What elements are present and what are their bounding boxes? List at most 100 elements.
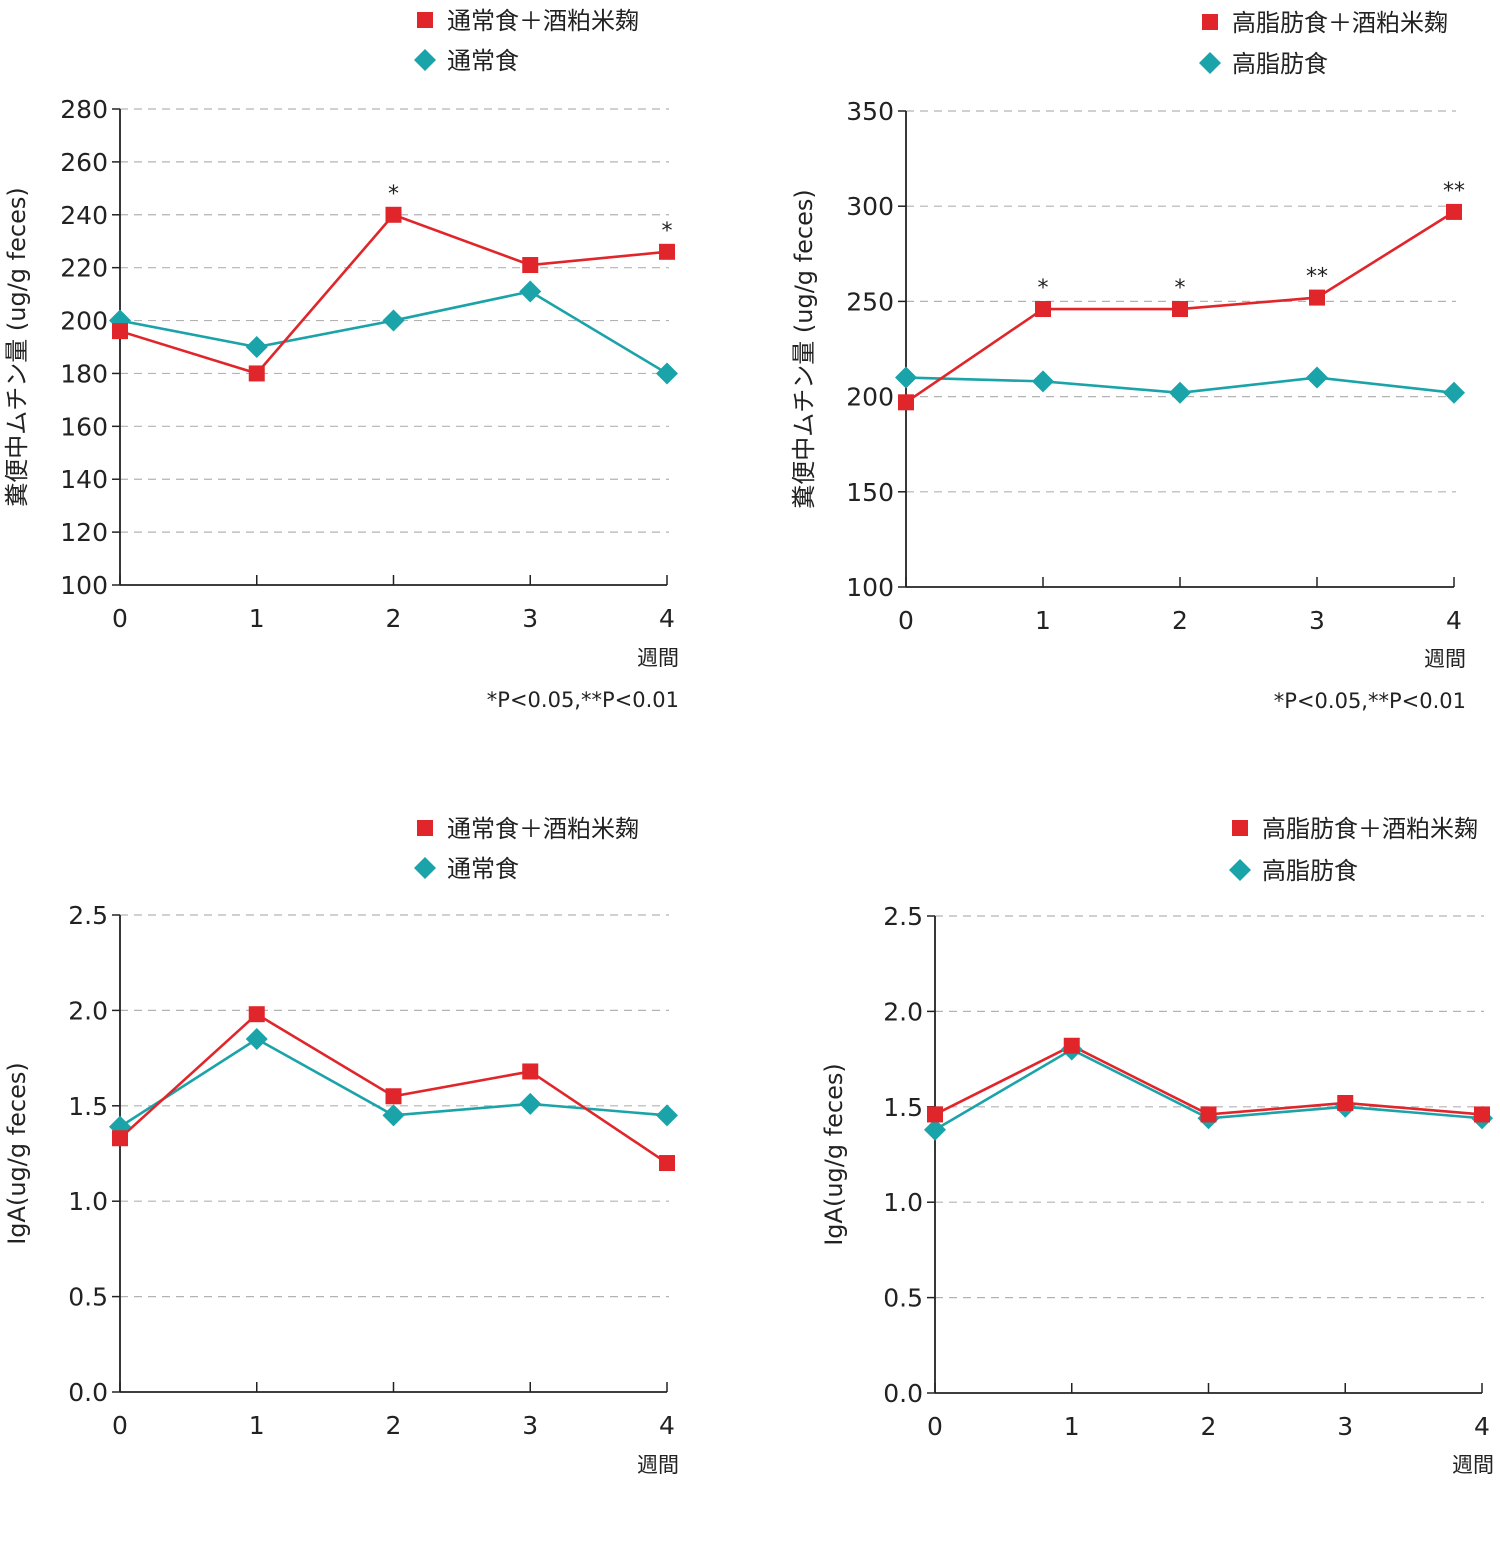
data-point-diamond — [895, 366, 917, 389]
footnote: *P<0.05,**P<0.01 — [487, 688, 679, 712]
x-tick-label: 2 — [1172, 606, 1188, 635]
data-point-square — [1474, 1106, 1490, 1123]
legend-diamond-icon — [1199, 52, 1221, 74]
data-point-diamond — [382, 1104, 405, 1127]
y-tick-label: 2.5 — [68, 901, 108, 930]
legend-diamond-icon — [1229, 859, 1251, 881]
x-axis-label: 週間 — [1452, 1453, 1494, 1477]
x-tick-label: 3 — [522, 1411, 538, 1440]
y-tick-label: 0.0 — [883, 1379, 923, 1408]
y-axis-label: 糞便中ムチン量 (ug/g feces) — [3, 187, 31, 506]
data-point-square — [927, 1106, 943, 1123]
footnote: *P<0.05,**P<0.01 — [1274, 689, 1466, 713]
data-point-square — [1172, 301, 1188, 318]
data-point-square — [1337, 1094, 1354, 1111]
y-tick-label: 100 — [60, 571, 108, 600]
x-tick-label: 0 — [898, 606, 914, 635]
significance-annotation: ** — [1443, 179, 1465, 204]
x-tick-label: 4 — [1474, 1412, 1490, 1441]
data-point-diamond — [924, 1118, 946, 1141]
data-point-square — [1309, 289, 1325, 306]
y-tick-label: 280 — [60, 95, 108, 124]
data-point-square — [385, 1088, 402, 1105]
data-point-square — [1063, 1037, 1080, 1054]
y-tick-label: 300 — [846, 192, 894, 221]
legend-label: 高脂肪食 — [1262, 857, 1358, 885]
significance-annotation: * — [1038, 276, 1049, 301]
x-tick-label: 1 — [1035, 606, 1051, 635]
x-tick-label: 3 — [1309, 606, 1325, 635]
data-point-diamond — [245, 336, 268, 358]
x-tick-label: 1 — [249, 1411, 265, 1440]
y-tick-label: 1.5 — [883, 1093, 923, 1122]
y-tick-label: 0.5 — [883, 1284, 923, 1313]
data-point-diamond — [382, 309, 405, 332]
data-point-square — [522, 1063, 539, 1080]
data-point-square — [1446, 203, 1462, 220]
series-line-1 — [934, 1044, 1483, 1116]
legend-diamond-icon — [414, 49, 436, 71]
x-tick-label: 3 — [1337, 1412, 1353, 1441]
data-point-square — [659, 243, 675, 260]
y-tick-label: 0.0 — [68, 1378, 108, 1407]
series-line-2 — [119, 290, 668, 375]
x-axis-label: 週間 — [1424, 647, 1466, 671]
x-tick-label: 0 — [112, 1411, 128, 1440]
data-point-square — [385, 206, 402, 223]
data-point-square — [1035, 301, 1051, 318]
y-tick-label: 1.0 — [883, 1188, 923, 1217]
series-line-1 — [119, 213, 668, 375]
y-axis-label: IgA(ug/g feces) — [820, 1063, 848, 1246]
x-tick-label: 3 — [522, 604, 538, 633]
y-tick-label: 260 — [60, 148, 108, 177]
y-tick-label: 350 — [846, 97, 894, 126]
x-tick-label: 4 — [659, 604, 675, 633]
legend-label: 高脂肪食＋酒粕米麹 — [1232, 9, 1448, 37]
data-point-diamond — [1032, 370, 1054, 393]
legend-label: 通常食＋酒粕米麹 — [447, 815, 639, 843]
data-point-diamond — [656, 362, 678, 385]
data-point-square — [522, 257, 539, 274]
legend-diamond-icon — [414, 857, 436, 879]
chart-2: 100 150 200 250 300 350 0 1 2 3 4 週間 糞便中ムチン量 (ug/g f… — [790, 9, 1466, 713]
legend-label: 通常食 — [447, 47, 519, 75]
legend-label: 通常食＋酒粕米麹 — [447, 7, 639, 35]
significance-annotation: * — [1175, 276, 1186, 301]
data-point-square — [248, 1006, 265, 1023]
y-tick-label: 180 — [60, 359, 108, 388]
y-tick-label: 220 — [60, 254, 108, 283]
x-tick-label: 1 — [249, 604, 265, 633]
y-axis-label: 糞便中ムチン量 (ug/g feces) — [790, 189, 818, 508]
legend-label: 通常食 — [447, 855, 519, 883]
legend-square-icon — [1202, 14, 1218, 30]
significance-annotation: ** — [1306, 265, 1328, 290]
data-point-diamond — [1443, 381, 1465, 404]
chart-3: 0.0 0.5 1.0 1.5 2.0 2.5 0 1 2 3 4 週間 IgA(ug/g feces)… — [3, 815, 679, 1477]
y-tick-label: 0.5 — [68, 1283, 108, 1312]
legend-square-icon — [417, 820, 433, 836]
y-tick-label: 240 — [60, 201, 108, 230]
y-tick-label: 200 — [60, 307, 108, 336]
data-point-diamond — [245, 1028, 268, 1051]
y-tick-label: 160 — [60, 412, 108, 441]
x-axis-label: 週間 — [637, 1453, 679, 1477]
x-tick-label: 2 — [386, 604, 402, 633]
legend-label: 高脂肪食＋酒粕米麹 — [1262, 815, 1478, 843]
y-tick-label: 2.0 — [883, 997, 923, 1026]
x-tick-label: 1 — [1064, 1412, 1080, 1441]
legend-label: 高脂肪食 — [1232, 50, 1328, 78]
y-tick-label: 140 — [60, 465, 108, 494]
data-point-square — [112, 1130, 128, 1147]
significance-annotation: * — [662, 219, 673, 244]
data-point-square — [1200, 1106, 1217, 1123]
legend-square-icon — [417, 12, 433, 28]
y-tick-label: 2.0 — [68, 996, 108, 1025]
data-point-diamond — [519, 1092, 542, 1115]
y-tick-label: 250 — [846, 287, 894, 316]
data-point-diamond — [1169, 381, 1191, 404]
y-tick-label: 2.5 — [883, 902, 923, 931]
data-point-diamond — [656, 1104, 678, 1127]
y-tick-label: 1.5 — [68, 1092, 108, 1121]
y-tick-label: 1.0 — [68, 1187, 108, 1216]
x-tick-label: 0 — [927, 1412, 943, 1441]
